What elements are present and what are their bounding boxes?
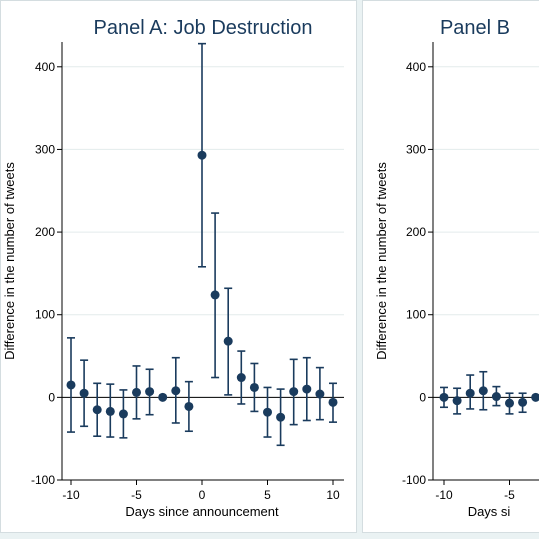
data-point <box>328 397 338 407</box>
data-point <box>276 412 286 422</box>
data-point <box>478 386 488 396</box>
x-axis-label: Days si <box>468 504 511 519</box>
y-tick-label: 200 <box>35 225 55 239</box>
data-point <box>249 382 259 392</box>
y-tick-label: 400 <box>35 60 55 74</box>
y-tick-label: 100 <box>35 308 55 322</box>
panel-frame <box>0 0 357 533</box>
data-point <box>184 401 194 411</box>
data-point <box>518 397 528 407</box>
data-point <box>223 336 233 346</box>
y-tick-label: -100 <box>402 473 426 487</box>
y-tick-label: 0 <box>419 390 426 404</box>
data-point <box>452 396 462 406</box>
data-point <box>263 407 272 417</box>
data-point <box>158 392 168 402</box>
data-point <box>531 392 539 402</box>
data-point <box>171 386 181 396</box>
y-tick-label: 200 <box>406 225 426 239</box>
data-point <box>289 387 299 397</box>
data-point <box>505 398 514 408</box>
data-point <box>302 384 312 394</box>
x-tick-label: 10 <box>326 488 340 502</box>
y-tick-label: 300 <box>406 142 426 156</box>
chart-title: Panel B <box>440 17 510 39</box>
data-point <box>197 150 207 160</box>
x-tick-label: 5 <box>264 488 271 502</box>
y-tick-label: 0 <box>48 390 55 404</box>
data-point <box>79 388 89 398</box>
data-point <box>491 392 501 402</box>
panel-b: -100 0 100 200 300 400 -10 -5 Panel B Days si Diff… <box>362 0 539 533</box>
x-tick-label: 0 <box>199 488 206 502</box>
data-point <box>439 392 449 402</box>
y-tick-label: 100 <box>406 308 426 322</box>
chart-title: Panel A: Job Destruction <box>93 17 312 39</box>
data-point <box>132 387 141 397</box>
data-point <box>465 388 475 398</box>
x-tick-label: -10 <box>435 488 453 502</box>
y-axis-label: Difference in the number of tweets <box>2 162 17 360</box>
x-tick-label: -5 <box>131 488 142 502</box>
y-tick-label: 300 <box>35 142 55 156</box>
data-point <box>236 373 246 383</box>
x-axis-label: Days since announcement <box>125 504 279 519</box>
y-axis-label: Difference in the number of tweets <box>374 162 389 360</box>
data-point <box>118 409 128 419</box>
panel-a: -100 0 100 200 300 400 -10 -5 0 5 10 Panel A: Job D… <box>0 0 357 533</box>
data-point <box>66 380 76 390</box>
data-point <box>145 387 155 397</box>
data-point <box>210 290 220 300</box>
data-point <box>105 406 115 416</box>
data-point <box>92 405 102 415</box>
x-tick-label: -5 <box>504 488 515 502</box>
y-tick-label: -100 <box>31 473 55 487</box>
data-point <box>315 389 325 399</box>
x-tick-label: -10 <box>62 488 80 502</box>
panel-frame <box>362 0 539 533</box>
y-tick-label: 400 <box>406 60 426 74</box>
